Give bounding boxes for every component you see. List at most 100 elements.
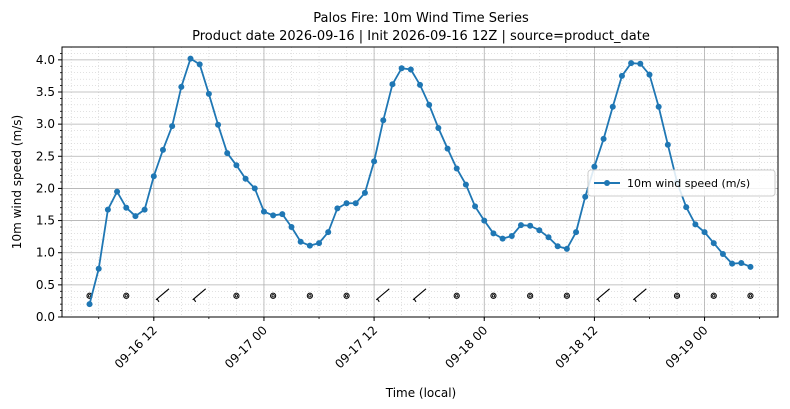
data-point [591, 163, 598, 170]
wind-barb-calm [343, 292, 350, 299]
y-tick-label: 3.5 [36, 85, 55, 99]
data-point [325, 229, 332, 236]
y-axis-label: 10m wind speed (m/s) [10, 115, 24, 249]
data-point [628, 60, 635, 67]
data-point [426, 101, 433, 108]
data-point [380, 117, 387, 124]
y-tick-label: 1.0 [36, 246, 55, 260]
data-point [573, 229, 580, 236]
y-tick-label: 0.5 [36, 278, 55, 292]
wind-barb-calm [123, 292, 130, 299]
wind-barb [596, 288, 610, 303]
wind-barb-calm [527, 292, 534, 299]
data-point [655, 103, 662, 110]
data-point [692, 221, 699, 228]
wind-barb-calm [563, 292, 570, 299]
data-point [444, 145, 451, 152]
wind-barb-shaft [155, 288, 170, 301]
wind-barb-calm-inner [87, 294, 92, 298]
data-point [747, 263, 754, 270]
wind-barb-flag [633, 298, 637, 303]
data-point [435, 125, 442, 131]
data-point [196, 61, 203, 68]
data-point [453, 165, 460, 172]
data-point [352, 200, 359, 207]
data-point [159, 146, 166, 153]
data-point [389, 81, 396, 88]
x-tick-label: 09-18 00 [442, 323, 490, 371]
data-point [710, 240, 717, 247]
data-point [545, 234, 552, 241]
data-point [398, 65, 405, 72]
data-point [407, 66, 414, 73]
data-point [233, 162, 240, 169]
wind-barb [155, 288, 170, 303]
wind-barb-calm [306, 292, 313, 299]
data-point [417, 81, 423, 88]
wind-barb-calm-inner [271, 294, 275, 298]
data-point [205, 90, 212, 97]
wind-barb-shaft [596, 288, 610, 301]
y-tick-label: 3.0 [36, 117, 55, 131]
data-point [123, 204, 130, 211]
wind-barb-calm-inner [308, 294, 312, 298]
y-tick-label: 4.0 [36, 53, 55, 67]
data-point [343, 200, 350, 207]
data-point [288, 224, 295, 230]
data-point [104, 206, 111, 213]
legend-marker [604, 180, 610, 186]
wind-barb-calm-inner [491, 294, 496, 298]
wind-barb-calm-inner [712, 294, 716, 298]
data-point [334, 205, 341, 212]
wind-barb-calm [270, 292, 277, 299]
data-point [729, 260, 736, 267]
wind-barb [412, 288, 427, 303]
data-point [609, 103, 616, 110]
data-point [86, 301, 93, 308]
data-point [169, 123, 176, 130]
y-tick-label: 1.5 [36, 214, 55, 228]
data-point [554, 243, 561, 250]
wind-barb [632, 288, 647, 303]
x-tick-label: 09-18 12 [552, 323, 600, 371]
data-point [279, 211, 286, 218]
wind-barb-shaft [375, 288, 390, 301]
data-point [132, 213, 139, 220]
y-tick-label: 2.0 [36, 181, 55, 195]
wind-barb-calm-inner [124, 294, 128, 298]
data-point [224, 150, 231, 157]
data-point [316, 240, 323, 247]
wind-barb-flag [156, 298, 160, 303]
data-point [114, 188, 121, 195]
wind-barb-calm [490, 292, 497, 299]
x-tick-label: 09-17 00 [222, 323, 270, 371]
data-point [371, 158, 378, 165]
wind-barb-calm-inner [455, 294, 459, 298]
y-axis: 0.0 0.5 1.0 1.5 2.0 2.5 3.0 3.5 4.0 [36, 53, 62, 324]
data-point [664, 141, 671, 148]
wind-barb-flag [376, 298, 380, 303]
wind-barb-calm [233, 292, 240, 299]
data-point [536, 227, 543, 234]
data-point [141, 206, 148, 213]
wind-barb-shaft [412, 288, 427, 301]
wind-barb-calm [710, 292, 717, 299]
x-tick-label: 09-16 12 [112, 323, 160, 371]
data-point [251, 185, 258, 192]
wind-barb-flag [597, 298, 601, 303]
data-point [508, 233, 515, 239]
wind-barb [192, 288, 207, 303]
data-point [187, 55, 194, 62]
data-point [95, 265, 102, 272]
data-point [738, 260, 745, 266]
wind-speed-series [86, 55, 754, 308]
wind-barb-calm [453, 292, 460, 299]
data-point [683, 204, 690, 211]
chart-title: Palos Fire: 10m Wind Time Series [313, 11, 529, 26]
data-point [490, 230, 497, 237]
wind-barb-calm [747, 292, 754, 299]
x-tick-label: 09-17 12 [332, 323, 380, 371]
wind-barb-calm-inner [675, 294, 679, 298]
data-point [270, 212, 277, 219]
